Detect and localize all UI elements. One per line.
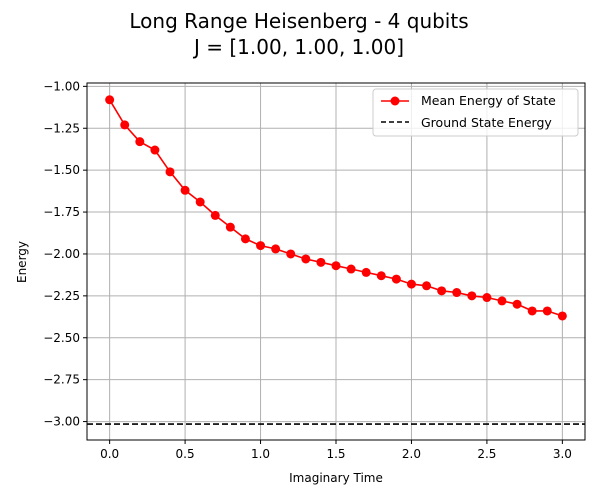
mean-energy-point — [165, 167, 175, 177]
mean-energy-series — [105, 95, 567, 321]
grid-lines — [87, 83, 585, 440]
mean-energy-point — [452, 288, 462, 298]
x-tick-label: 0.0 — [100, 447, 119, 461]
legend: Mean Energy of State Ground State Energy — [372, 88, 579, 137]
y-axis-label: Energy — [15, 241, 29, 283]
mean-energy-point — [316, 257, 326, 267]
x-tick-label: 1.0 — [251, 447, 270, 461]
y-tick-label: −1.00 — [43, 79, 80, 93]
x-tick-label: 0.5 — [176, 447, 195, 461]
mean-energy-point — [497, 296, 507, 306]
y-tick-label: −2.75 — [43, 373, 80, 387]
mean-energy-point — [437, 286, 447, 296]
mean-energy-point — [135, 137, 145, 147]
legend-marker-mean-energy — [390, 96, 400, 106]
y-tick-label: −1.50 — [43, 163, 80, 177]
mean-energy-point — [391, 274, 401, 284]
mean-energy-point — [331, 261, 341, 271]
x-tick-label: 2.5 — [477, 447, 496, 461]
mean-energy-point — [210, 210, 220, 220]
mean-energy-point — [422, 281, 432, 291]
mean-energy-point — [256, 241, 266, 251]
y-tick-label: −2.00 — [43, 247, 80, 261]
mean-energy-point — [180, 185, 190, 195]
mean-energy-point — [557, 311, 567, 321]
mean-energy-point — [512, 299, 522, 309]
mean-energy-point — [225, 222, 235, 232]
y-axis-ticks: −1.00 −1.25 −1.50 −1.75 −2.00 −2.25 −2.50 −2.75… — [43, 79, 87, 429]
mean-energy-point — [527, 306, 537, 316]
y-tick-label: −2.25 — [43, 289, 80, 303]
y-tick-label: −3.00 — [43, 415, 80, 429]
mean-energy-point — [361, 267, 371, 277]
mean-energy-point — [120, 120, 130, 130]
mean-energy-point — [271, 244, 281, 254]
mean-energy-point — [376, 271, 386, 281]
chart-title: Long Range Heisenberg - 4 qubits — [129, 9, 468, 33]
mean-energy-point — [406, 279, 416, 289]
chart-subtitle: J = [1.00, 1.00, 1.00] — [192, 35, 404, 59]
x-tick-label: 2.0 — [402, 447, 421, 461]
mean-energy-point — [286, 249, 296, 259]
mean-energy-point — [195, 197, 205, 207]
mean-energy-point — [467, 291, 477, 301]
legend-label-mean-energy: Mean Energy of State — [421, 93, 556, 108]
legend-label-ground-state: Ground State Energy — [421, 115, 552, 130]
x-axis-label: Imaginary Time — [289, 471, 383, 485]
mean-energy-point — [240, 234, 250, 244]
x-tick-label: 3.0 — [553, 447, 572, 461]
mean-energy-point — [542, 306, 552, 316]
y-tick-label: −2.50 — [43, 331, 80, 345]
y-tick-label: −1.25 — [43, 121, 80, 135]
mean-energy-point — [482, 293, 492, 303]
mean-energy-point — [150, 145, 160, 155]
mean-energy-point — [105, 95, 115, 105]
mean-energy-point — [346, 264, 356, 274]
mean-energy-point — [301, 254, 311, 264]
x-tick-label: 1.5 — [326, 447, 345, 461]
legend-box — [372, 88, 579, 137]
y-tick-label: −1.75 — [43, 205, 80, 219]
x-axis-ticks: 0.0 0.5 1.0 1.5 2.0 2.5 3.0 — [100, 440, 572, 461]
